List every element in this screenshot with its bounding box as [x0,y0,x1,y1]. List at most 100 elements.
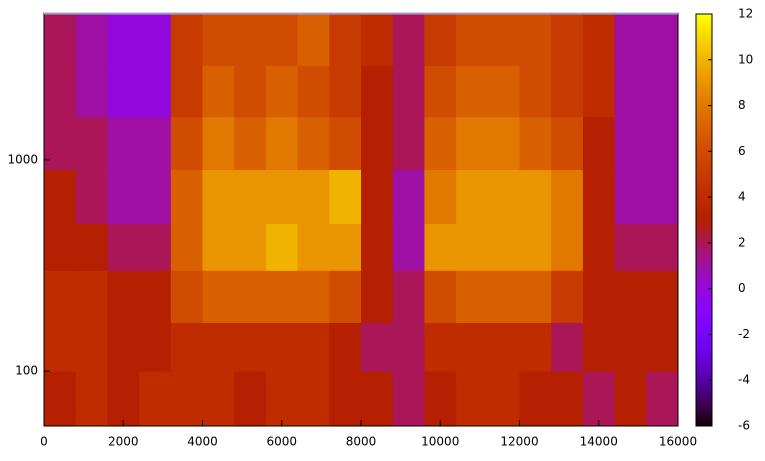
colorbar-tick-label: 8 [738,98,746,112]
colorbar-step [696,396,712,399]
heat-cell [107,14,140,66]
colorbar-step [696,400,712,403]
heat-cell [44,223,77,271]
heat-cell [329,223,362,271]
heat-cell [44,116,77,171]
colorbar-step [696,332,712,335]
colorbar-step [696,346,712,349]
colorbar-step [696,390,712,393]
colorbar-step [696,70,712,73]
heat-cell [551,223,584,271]
colorbar-step [696,294,712,297]
colorbar-step [696,362,712,365]
colorbar-step [696,248,712,251]
heat-cell [519,371,552,427]
colorbar-step [696,202,712,205]
heat-cell [75,169,108,224]
heat-cell [234,169,267,224]
colorbar-step [696,118,712,121]
colorbar-step [696,104,712,107]
colorbar-step [696,102,712,105]
colorbar-step [696,28,712,31]
colorbar-step [696,56,712,59]
heat-cell [614,65,647,118]
heat-cell [392,270,425,323]
colorbar-step [696,322,712,325]
colorbar-step [696,240,712,243]
heat-cell [392,116,425,171]
heat-cell [329,116,362,171]
colorbar-step [696,182,712,185]
heat-cell [487,65,520,118]
colorbar-step [696,328,712,331]
heat-cell [297,322,330,372]
colorbar-step [696,360,712,363]
colorbar-step [696,334,712,337]
heat-cell [646,371,679,427]
heat-cell [361,371,394,427]
x-tick-label: 8000 [346,435,377,449]
heat-cell [329,371,362,427]
colorbar-tick-label: -6 [738,419,750,433]
colorbar-step [696,186,712,189]
heat-cell [456,322,489,372]
colorbar-step [696,326,712,329]
heat-cell [456,65,489,118]
heat-cell [614,371,647,427]
heat-cell [614,169,647,224]
heat-cell [202,65,235,118]
heat-cell [519,65,552,118]
colorbar-step [696,276,712,279]
colorbar-step [696,280,712,283]
colorbar-step [696,324,712,327]
colorbar-step [696,402,712,405]
colorbar-step [696,42,712,45]
colorbar-step [696,58,712,61]
colorbar-step [696,310,712,313]
colorbar-step [696,348,712,351]
heat-cell [424,14,457,66]
colorbar-step [696,220,712,223]
colorbar-tick-label: 6 [738,144,746,158]
colorbar-step [696,296,712,299]
heat-cell [361,116,394,171]
heat-cell [107,65,140,118]
colorbar-step [696,78,712,81]
heat-cell [519,116,552,171]
colorbar-step [696,152,712,155]
colorbar-step [696,418,712,421]
colorbar-step [696,30,712,33]
colorbar-step [696,120,712,123]
colorbar-step [696,142,712,145]
heat-cell [202,322,235,372]
heat-cell [170,371,203,427]
heat-cell [456,371,489,427]
colorbar-step [696,194,712,197]
heat-cell [646,270,679,323]
colorbar-tick-label: 12 [738,7,753,21]
colorbar [696,14,712,427]
heatmap [44,14,679,427]
colorbar-step [696,76,712,79]
colorbar-step [696,404,712,407]
heat-cell [361,270,394,323]
colorbar-step [696,252,712,255]
heat-cell [107,322,140,372]
colorbar-step [696,84,712,87]
colorbar-step [696,18,712,21]
heat-cell [170,223,203,271]
heat-cell [646,169,679,224]
heat-cell [265,223,299,271]
colorbar-step [696,298,712,301]
heat-cell [297,169,330,224]
colorbar-step [696,80,712,83]
heat-cell [519,322,552,372]
colorbar-frame [695,13,713,427]
colorbar-step [696,122,712,125]
colorbar-step [696,268,712,271]
heat-cell [582,371,616,427]
heat-cell [297,371,330,427]
heat-cell [234,223,267,271]
colorbar-step [696,196,712,199]
colorbar-step [696,424,712,427]
